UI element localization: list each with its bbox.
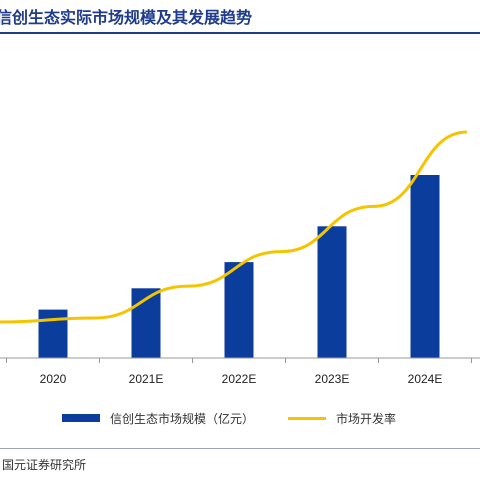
legend-item-bar: 信创生态市场规模（亿元） — [62, 410, 254, 427]
x-tick-label: 2023E — [315, 372, 350, 386]
x-tick-label: 2020 — [40, 372, 67, 386]
chart-plot: 2020 2021E 2022E 2023E 2024E — [0, 130, 480, 386]
series-line-market-development-rate — [0, 130, 467, 324]
legend-swatch-line — [288, 416, 327, 420]
bottom-rule — [0, 448, 480, 449]
bar-2022E — [224, 262, 254, 358]
x-tick-label: 2024E — [408, 372, 443, 386]
bar-2020 — [38, 309, 68, 358]
legend-label-line: 市场开发率 — [336, 411, 397, 426]
source-note: 国元证券研究所 — [2, 458, 87, 472]
x-tick-label: 2021E — [129, 372, 164, 386]
bar-2023E — [317, 226, 347, 358]
x-tick-label: 2022E — [222, 372, 257, 386]
legend-item-line: 市场开发率 — [288, 410, 396, 427]
legend: 信创生态市场规模（亿元） 市场开发率 — [62, 410, 430, 426]
chart-title: 信创生态实际市场规模及其发展趋势 — [0, 8, 253, 27]
legend-label-bar: 信创生态市场规模（亿元） — [110, 411, 255, 426]
title-rule — [0, 32, 480, 34]
bar-2024E — [410, 175, 440, 358]
legend-swatch-bar — [62, 414, 100, 422]
